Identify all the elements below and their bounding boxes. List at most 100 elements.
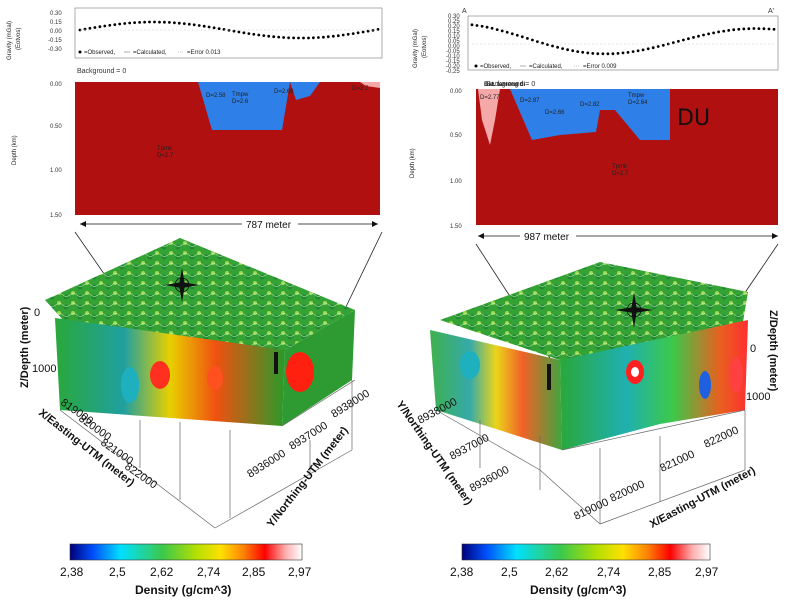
left-background: Background = 0: [77, 68, 126, 75]
observed-point: [546, 43, 549, 46]
observed-point: [515, 33, 519, 37]
right-depth-ylabel: Depth (km): [410, 148, 416, 178]
observed-point: [197, 24, 201, 27]
observed-point: [277, 35, 281, 39]
observed-point: [762, 27, 766, 31]
observed-point: [272, 35, 276, 39]
left-colorbar-tick: 2,97: [288, 565, 312, 579]
observed-point: [490, 26, 494, 30]
observed-point: [536, 40, 539, 43]
left-gravity-tick: -0.30: [48, 47, 62, 53]
observed-point: [242, 31, 246, 35]
right-observed-curve: [470, 23, 776, 56]
observed-point: [138, 21, 142, 24]
left-depth-section: Depth (km) 0.00 0.50 1.00 1.50 D=2.58 Tm…: [12, 82, 380, 219]
left-anomaly: [121, 367, 139, 403]
right-anomaly-core: [631, 367, 639, 377]
observed-point: [581, 50, 585, 54]
observed-point: [556, 45, 559, 49]
left-anomaly: [286, 352, 314, 392]
left-gravity-tick: 0.15: [50, 20, 62, 26]
right-colorbar-tick: 2,85: [648, 565, 672, 579]
observed-point: [187, 22, 191, 26]
observed-point: [182, 22, 186, 25]
legend-error: =Error 0.009: [583, 64, 617, 70]
right-z-tick: 1000: [746, 391, 770, 403]
left-gravity-tick: 0.30: [50, 11, 62, 17]
legend-observed-marker: [474, 64, 478, 68]
left-tmpw-density: D=2.6: [232, 99, 249, 105]
right-gravity-tick: -0.10: [446, 54, 460, 60]
left-colorbar-tick: 2,74: [197, 565, 221, 579]
observed-point: [163, 20, 166, 24]
right-gravity-tick: -0.05: [446, 49, 460, 55]
observed-point: [237, 30, 241, 34]
left-depth-ylabel: Depth (km): [12, 135, 18, 165]
observed-point: [267, 34, 271, 38]
right-gravity-legend: =Observed, =Calculated, =Error 0.009: [474, 64, 617, 70]
left-tmpw-name: Tmpw: [232, 92, 249, 98]
observed-point: [687, 37, 690, 41]
observed-point: [108, 23, 112, 27]
observed-point: [262, 34, 266, 37]
observed-point: [470, 23, 474, 27]
observed-point: [500, 29, 504, 33]
right-unit-d2: D=2.66: [545, 110, 565, 116]
right-gravity-tick: 0.15: [448, 29, 460, 35]
observed-point: [158, 20, 161, 24]
right-gravity-panel: A A' Gravity (mGal) (Eotvos) 0.30 0.25 0…: [413, 8, 779, 88]
right-unit-d1: D=2.87: [520, 98, 540, 104]
right-axis-x: X/Easting-UTM (meter): [648, 465, 758, 531]
right-gravity-tick: -0.20: [446, 64, 460, 70]
observed-point: [742, 27, 746, 31]
observed-point: [202, 24, 206, 28]
observed-point: [98, 25, 102, 29]
legend-observed: =Observed,: [84, 50, 116, 56]
observed-point: [222, 28, 226, 31]
observed-point: [148, 20, 151, 24]
legend-calculated: =Calculated,: [529, 64, 563, 70]
right-depth-tick: 1.00: [450, 179, 462, 185]
observed-point: [133, 21, 137, 24]
left-compass-rose: [165, 268, 199, 302]
left-tmpw-body: [198, 82, 290, 130]
observed-point: [292, 36, 295, 40]
observed-point: [520, 35, 524, 39]
right-measure-label-bg: [520, 230, 576, 241]
right-x-tick: 822000: [702, 424, 740, 450]
observed-point: [247, 32, 251, 35]
observed-point: [282, 36, 285, 39]
right-depth-section: Depth (km) 0.00 0.50 1.00 1.50 Bat. tame…: [410, 82, 778, 230]
left-cube-side-face: [282, 310, 355, 426]
observed-point: [551, 44, 554, 48]
observed-point: [671, 41, 675, 45]
observed-point: [341, 33, 345, 37]
left-tpmk-name: Tpmk: [157, 146, 173, 152]
observed-point: [128, 21, 132, 25]
right-tpmk-density: D=2.7: [612, 171, 629, 177]
left-light-body: [360, 82, 380, 88]
left-gravity-tick: -0.15: [48, 38, 62, 44]
left-gravity-ylabel: Gravity (mGal): [7, 21, 13, 60]
observed-point: [682, 38, 685, 42]
observed-point: [475, 24, 479, 27]
observed-point: [118, 22, 122, 26]
right-tpmk-name: Tpmk: [612, 164, 628, 170]
observed-point: [361, 30, 365, 34]
right-cube-top: [440, 262, 748, 360]
observed-point: [287, 36, 290, 40]
observed-point: [702, 33, 705, 37]
observed-point: [302, 36, 305, 40]
observed-point: [312, 36, 315, 40]
left-gravity-panel: Gravity (mGal) (Eotvos) 0.30 0.15 0.00 -…: [7, 7, 383, 75]
observed-point: [177, 21, 181, 25]
legend-observed-marker: [78, 50, 82, 54]
observed-point: [631, 50, 635, 53]
right-gravity-tick: -0.15: [446, 59, 460, 65]
observed-point: [143, 20, 147, 24]
left-wire-box: [59, 379, 356, 529]
left-unit-d1: D=2.58: [206, 93, 226, 99]
left-depth-tick: 0.00: [50, 82, 62, 88]
left-gravity-yunit: (Eotvos): [16, 28, 22, 50]
right-anomaly: [460, 351, 480, 379]
